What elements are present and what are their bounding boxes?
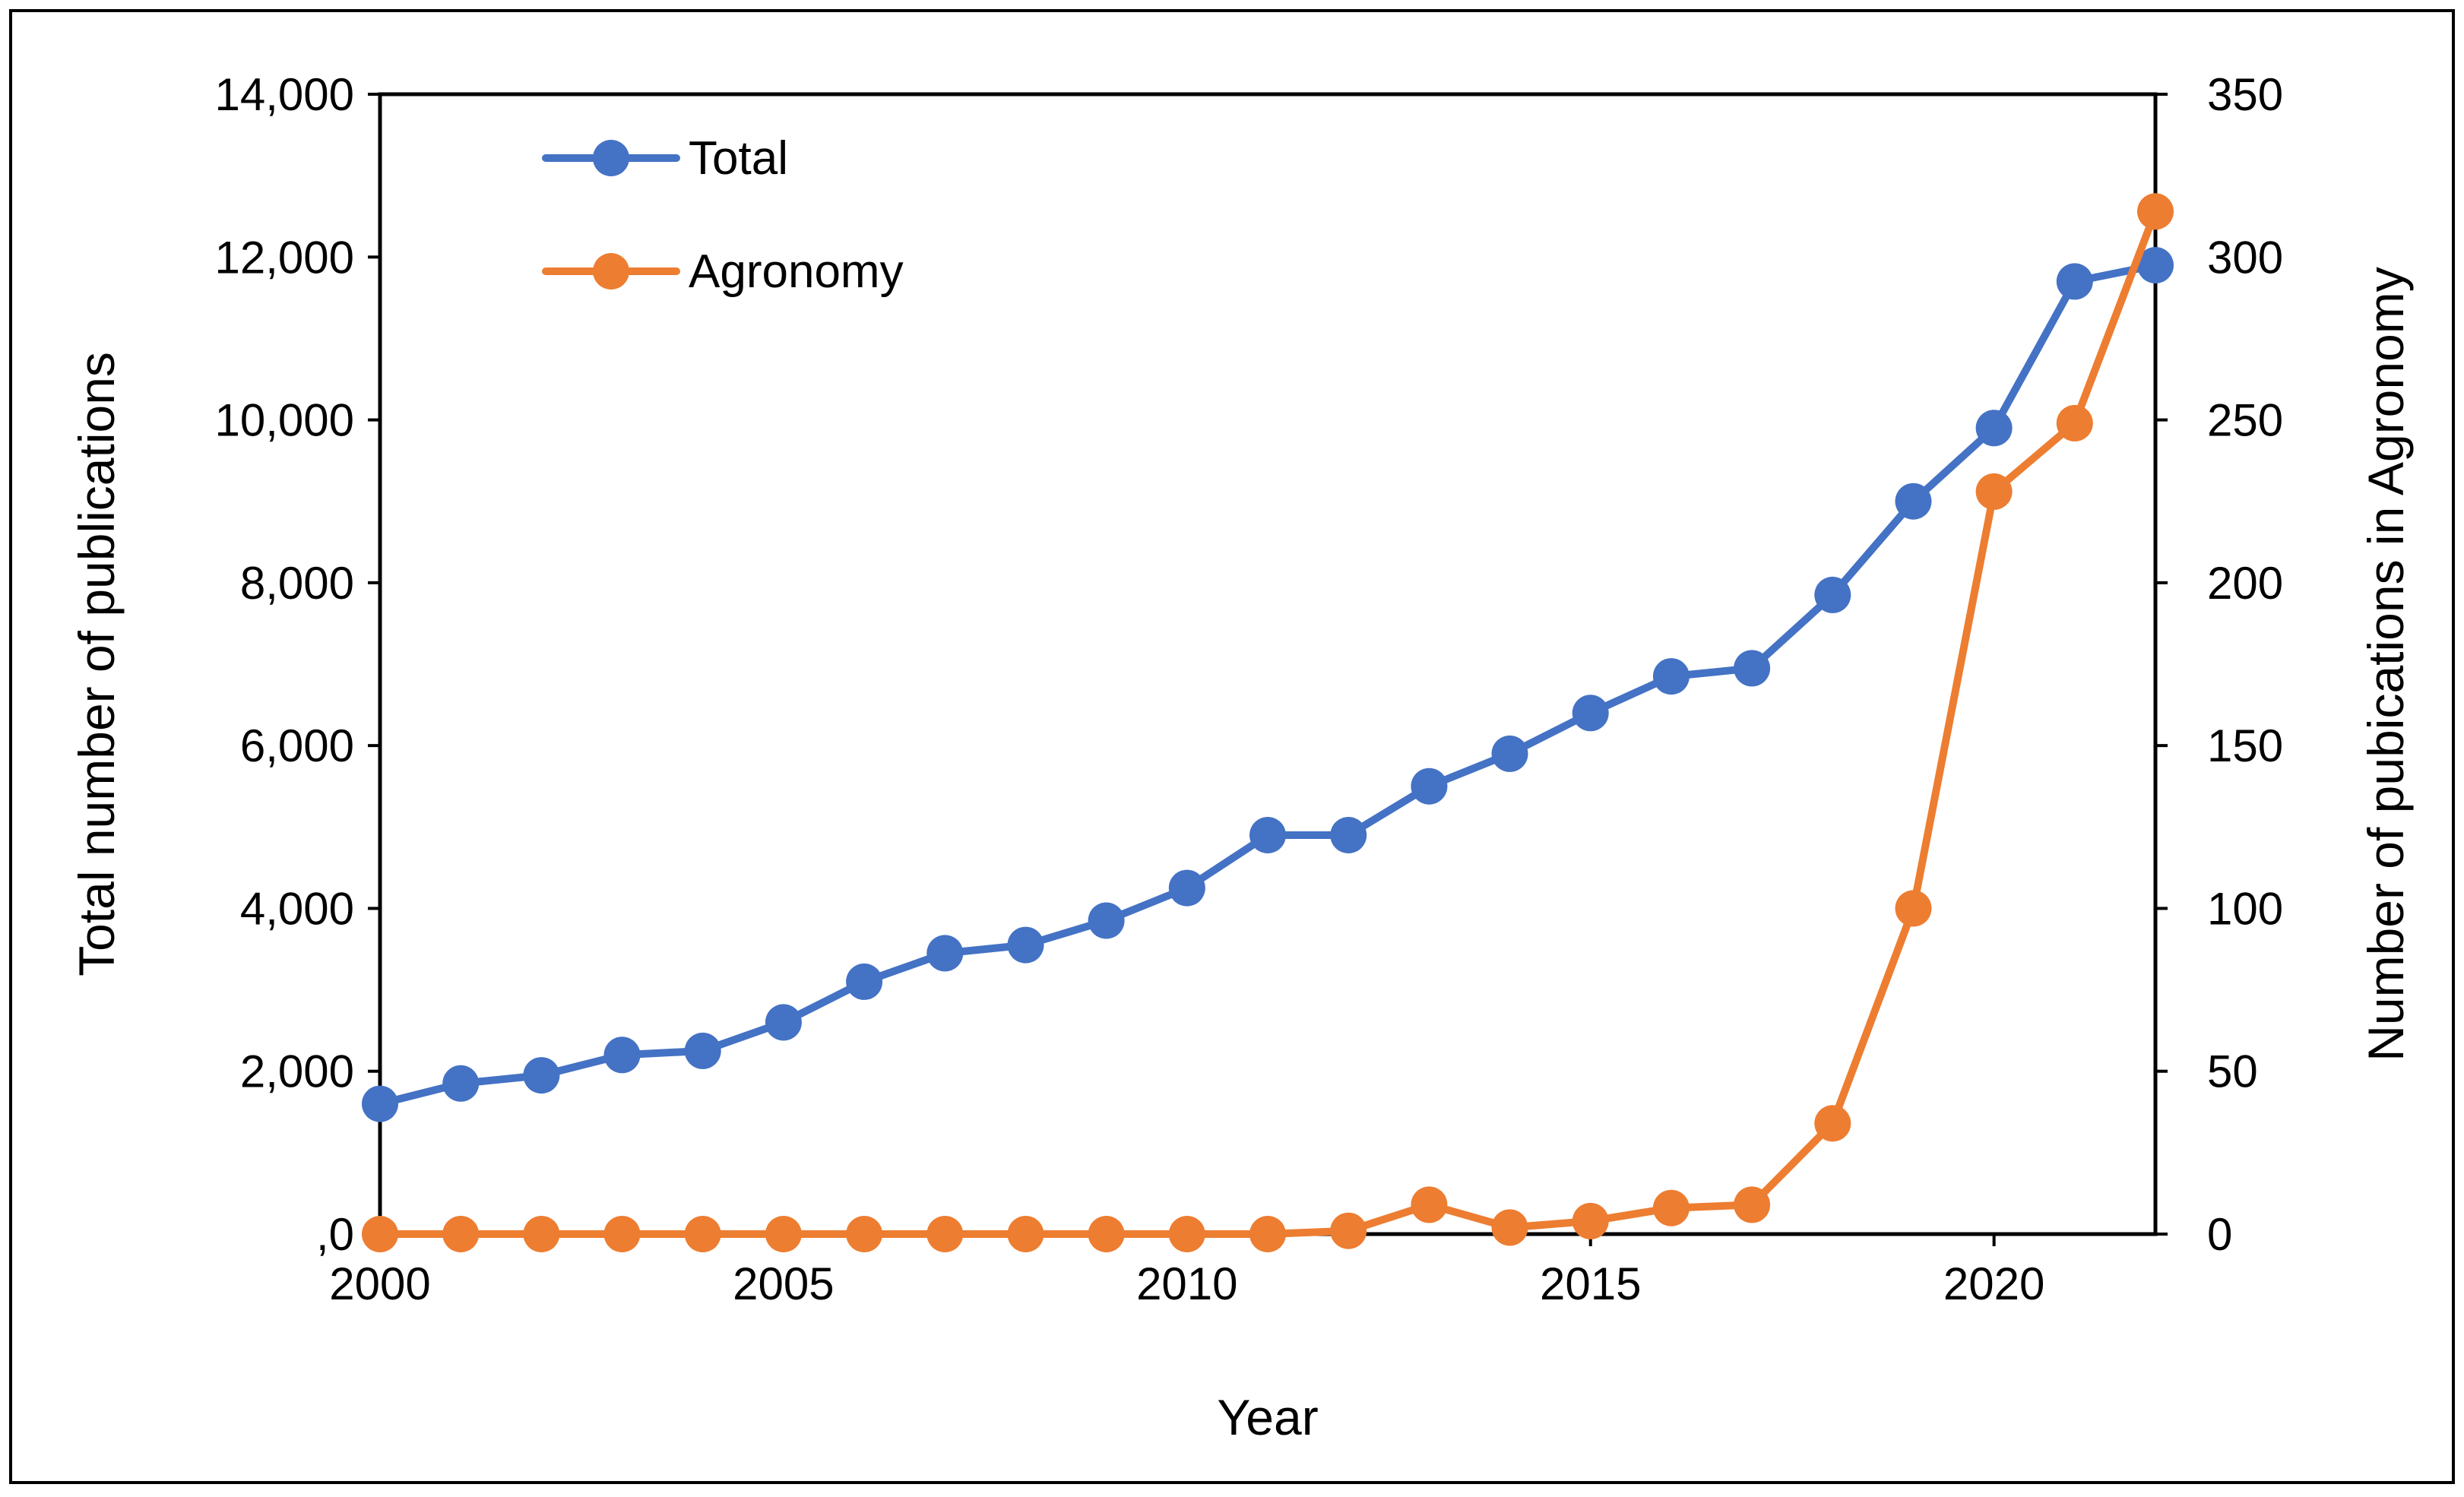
data-point-total-2007 xyxy=(926,935,964,972)
data-point-total-2016 xyxy=(1652,658,1690,695)
x-tick-label: 2005 xyxy=(733,1258,834,1309)
series-total xyxy=(362,247,2174,1122)
data-point-agronomy-2005 xyxy=(765,1216,802,1252)
x-tick-label: 2020 xyxy=(1943,1258,2044,1309)
legend-swatch-marker xyxy=(593,253,629,290)
y-tick-label: 8,000 xyxy=(240,558,354,609)
series-layer xyxy=(362,193,2174,1252)
y2-tick-label: 300 xyxy=(2207,232,2283,283)
y2-tick-label: 350 xyxy=(2207,69,2283,120)
data-point-total-2000 xyxy=(362,1085,398,1122)
y2-axis-title: Number of pubications in Agronomy xyxy=(2358,267,2414,1062)
data-point-total-2011 xyxy=(1249,817,1286,853)
data-point-agronomy-2017 xyxy=(1734,1186,1771,1223)
y2-tick-label: 100 xyxy=(2207,883,2283,934)
data-point-total-2013 xyxy=(1411,767,1448,805)
data-point-agronomy-2012 xyxy=(1330,1212,1367,1249)
legend: Total Agronomy xyxy=(542,132,904,298)
y-axis-title: Total number of publications xyxy=(68,352,125,976)
data-point-agronomy-2008 xyxy=(1007,1216,1044,1252)
y2-tick-label: 150 xyxy=(2207,720,2283,771)
y-tick-label: 10,000 xyxy=(214,395,354,446)
data-point-agronomy-2000 xyxy=(362,1216,398,1252)
y-axis-ticks: ,0 2,000 4,000 6,000 8,000 10,000 12,000 14,000 xyxy=(214,69,380,1260)
data-point-agronomy-2003 xyxy=(603,1216,641,1252)
data-point-agronomy-2002 xyxy=(523,1216,560,1252)
y2-tick-label: 200 xyxy=(2207,558,2283,609)
legend-item-agronomy: Agronomy xyxy=(542,245,904,298)
data-point-total-2003 xyxy=(603,1037,641,1074)
legend-item-total: Total xyxy=(542,132,788,185)
data-point-total-2006 xyxy=(846,963,883,1000)
data-point-total-2010 xyxy=(1168,869,1205,907)
data-point-agronomy-2020 xyxy=(1975,473,2013,510)
y-tick-label: 6,000 xyxy=(240,720,354,771)
series-agronomy xyxy=(362,193,2174,1252)
data-point-total-2009 xyxy=(1088,902,1125,939)
y-tick-label: 2,000 xyxy=(240,1046,354,1097)
legend-swatch-marker xyxy=(593,140,629,176)
data-point-agronomy-2004 xyxy=(684,1216,721,1252)
data-point-agronomy-2022 xyxy=(2137,193,2174,230)
data-point-total-2002 xyxy=(523,1057,560,1094)
data-point-agronomy-2006 xyxy=(846,1216,883,1252)
legend-label-total: Total xyxy=(689,132,788,185)
data-point-total-2008 xyxy=(1007,926,1044,964)
y-tick-label: ,0 xyxy=(316,1209,354,1260)
data-point-agronomy-2009 xyxy=(1088,1216,1125,1252)
data-point-agronomy-2021 xyxy=(2056,404,2093,442)
legend-label-agronomy: Agronomy xyxy=(689,245,904,298)
data-point-agronomy-2007 xyxy=(926,1216,964,1252)
y-tick-label: 4,000 xyxy=(240,883,354,934)
data-point-agronomy-2013 xyxy=(1411,1186,1448,1223)
y-tick-label: 14,000 xyxy=(214,69,354,120)
data-point-total-2017 xyxy=(1734,650,1771,687)
data-point-agronomy-2015 xyxy=(1572,1202,1609,1239)
data-point-agronomy-2001 xyxy=(442,1216,480,1252)
x-axis-title: Year xyxy=(1217,1389,1318,1445)
data-point-total-2018 xyxy=(1814,576,1851,613)
x-axis-ticks: 2000 2005 2010 2015 2020 xyxy=(329,1234,2044,1309)
data-point-total-2004 xyxy=(684,1032,721,1069)
y2-tick-label: 0 xyxy=(2207,1209,2232,1260)
y2-tick-label: 50 xyxy=(2207,1046,2258,1097)
data-point-total-2015 xyxy=(1572,695,1609,732)
data-point-total-2022 xyxy=(2137,247,2174,283)
data-point-agronomy-2018 xyxy=(1814,1105,1851,1142)
data-point-total-2001 xyxy=(442,1065,480,1102)
y2-tick-label: 250 xyxy=(2207,395,2283,446)
y-tick-label: 12,000 xyxy=(214,232,354,283)
data-point-agronomy-2011 xyxy=(1249,1216,1286,1252)
data-point-total-2021 xyxy=(2056,263,2093,300)
data-point-agronomy-2016 xyxy=(1652,1189,1690,1226)
x-tick-label: 2015 xyxy=(1540,1258,1641,1309)
data-point-agronomy-2010 xyxy=(1168,1216,1205,1252)
x-tick-label: 2000 xyxy=(329,1258,430,1309)
data-point-total-2019 xyxy=(1895,483,1932,520)
data-point-agronomy-2014 xyxy=(1491,1209,1528,1246)
data-point-total-2020 xyxy=(1975,410,2013,447)
data-point-total-2005 xyxy=(765,1004,802,1041)
data-point-total-2012 xyxy=(1330,817,1367,853)
x-tick-label: 2010 xyxy=(1136,1258,1237,1309)
data-point-total-2014 xyxy=(1491,735,1528,772)
y2-axis-ticks: 0 50 100 150 200 250 300 350 xyxy=(2155,69,2283,1260)
data-point-agronomy-2019 xyxy=(1895,890,1932,927)
